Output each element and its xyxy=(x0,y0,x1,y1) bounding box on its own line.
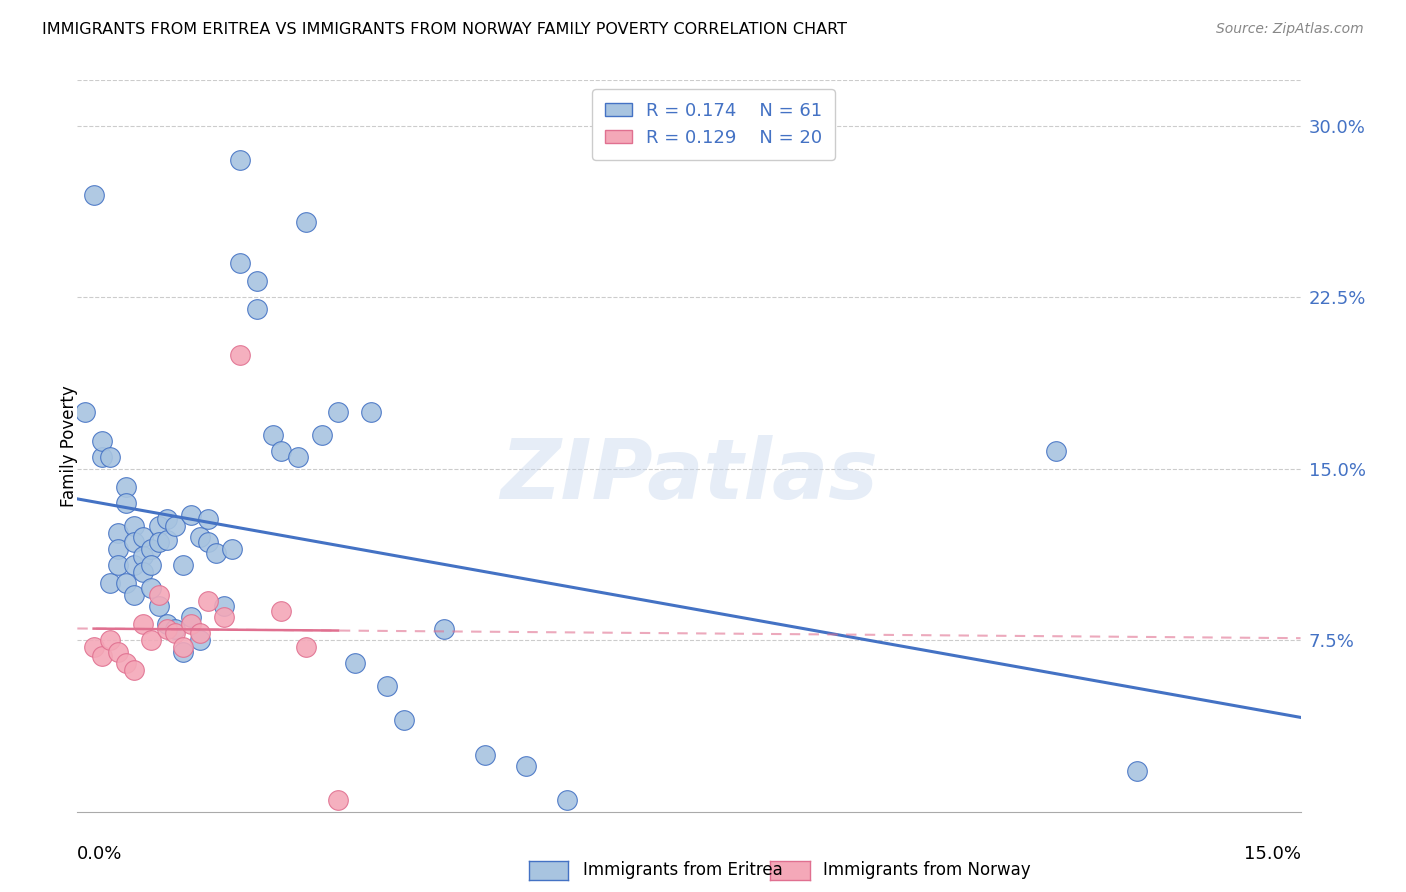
Point xyxy=(188,633,211,648)
Text: Immigrants from Eritrea: Immigrants from Eritrea xyxy=(583,861,783,879)
Point xyxy=(148,588,170,602)
Point xyxy=(392,714,415,728)
Point xyxy=(180,508,202,522)
Point xyxy=(1045,443,1067,458)
Point xyxy=(188,530,211,544)
Point xyxy=(197,512,219,526)
Point xyxy=(156,617,179,632)
Point xyxy=(555,793,578,807)
Point xyxy=(172,558,194,572)
Point xyxy=(139,581,162,595)
Point xyxy=(328,793,350,807)
Point xyxy=(139,633,162,648)
Point xyxy=(124,535,146,549)
Text: 15.0%: 15.0% xyxy=(1243,845,1301,863)
Point xyxy=(287,450,309,465)
Point xyxy=(246,301,269,316)
Point xyxy=(212,599,235,613)
Point xyxy=(172,645,194,659)
Point xyxy=(172,640,194,655)
Point xyxy=(221,541,243,556)
Point xyxy=(433,622,456,636)
Point xyxy=(115,496,138,510)
Point xyxy=(270,603,292,617)
Point xyxy=(90,649,112,664)
Point xyxy=(124,588,146,602)
Text: ZIPatlas: ZIPatlas xyxy=(501,434,877,516)
Point xyxy=(165,626,187,640)
Point xyxy=(270,443,292,458)
Point xyxy=(229,153,252,168)
Point xyxy=(83,187,105,202)
Point xyxy=(197,594,219,608)
Point xyxy=(294,215,316,229)
Point xyxy=(131,565,153,579)
Point xyxy=(156,533,179,547)
Y-axis label: Family Poverty: Family Poverty xyxy=(60,385,77,507)
Point xyxy=(131,617,153,632)
Text: Immigrants from Norway: Immigrants from Norway xyxy=(823,861,1031,879)
Point xyxy=(115,576,138,591)
Point xyxy=(343,656,366,670)
Point xyxy=(148,599,170,613)
Point xyxy=(156,622,179,636)
Point xyxy=(262,427,284,442)
Point xyxy=(131,549,153,563)
Point xyxy=(148,519,170,533)
Point xyxy=(107,525,129,540)
Point xyxy=(83,640,105,655)
Text: Source: ZipAtlas.com: Source: ZipAtlas.com xyxy=(1216,22,1364,37)
Point xyxy=(115,656,138,670)
Point xyxy=(328,405,350,419)
Point xyxy=(515,759,537,773)
Point xyxy=(229,347,252,362)
Point xyxy=(115,480,138,494)
Point xyxy=(139,558,162,572)
Point xyxy=(180,610,202,624)
Point xyxy=(197,535,219,549)
Text: IMMIGRANTS FROM ERITREA VS IMMIGRANTS FROM NORWAY FAMILY POVERTY CORRELATION CHA: IMMIGRANTS FROM ERITREA VS IMMIGRANTS FR… xyxy=(42,22,848,37)
Point xyxy=(229,256,252,270)
Point xyxy=(98,450,121,465)
Point xyxy=(165,519,187,533)
Text: 0.0%: 0.0% xyxy=(77,845,122,863)
Point xyxy=(375,679,398,693)
Point xyxy=(107,645,129,659)
Point xyxy=(124,663,146,677)
Point xyxy=(124,519,146,533)
Point xyxy=(188,626,211,640)
Point xyxy=(139,541,162,556)
Point xyxy=(156,512,179,526)
Point xyxy=(131,530,153,544)
Point xyxy=(148,535,170,549)
Point xyxy=(124,558,146,572)
Legend: R = 0.174    N = 61, R = 0.129    N = 20: R = 0.174 N = 61, R = 0.129 N = 20 xyxy=(592,89,835,160)
Point xyxy=(90,434,112,449)
Point xyxy=(360,405,382,419)
Point xyxy=(474,747,496,762)
Point xyxy=(107,558,129,572)
Point xyxy=(90,450,112,465)
Point xyxy=(311,427,333,442)
Point xyxy=(246,275,269,289)
Point xyxy=(165,622,187,636)
Point xyxy=(212,610,235,624)
Point xyxy=(294,640,316,655)
Point xyxy=(75,405,97,419)
Point xyxy=(107,541,129,556)
Point xyxy=(98,633,121,648)
Point xyxy=(205,546,228,560)
Point xyxy=(1126,764,1149,778)
Point xyxy=(98,576,121,591)
Point xyxy=(180,617,202,632)
